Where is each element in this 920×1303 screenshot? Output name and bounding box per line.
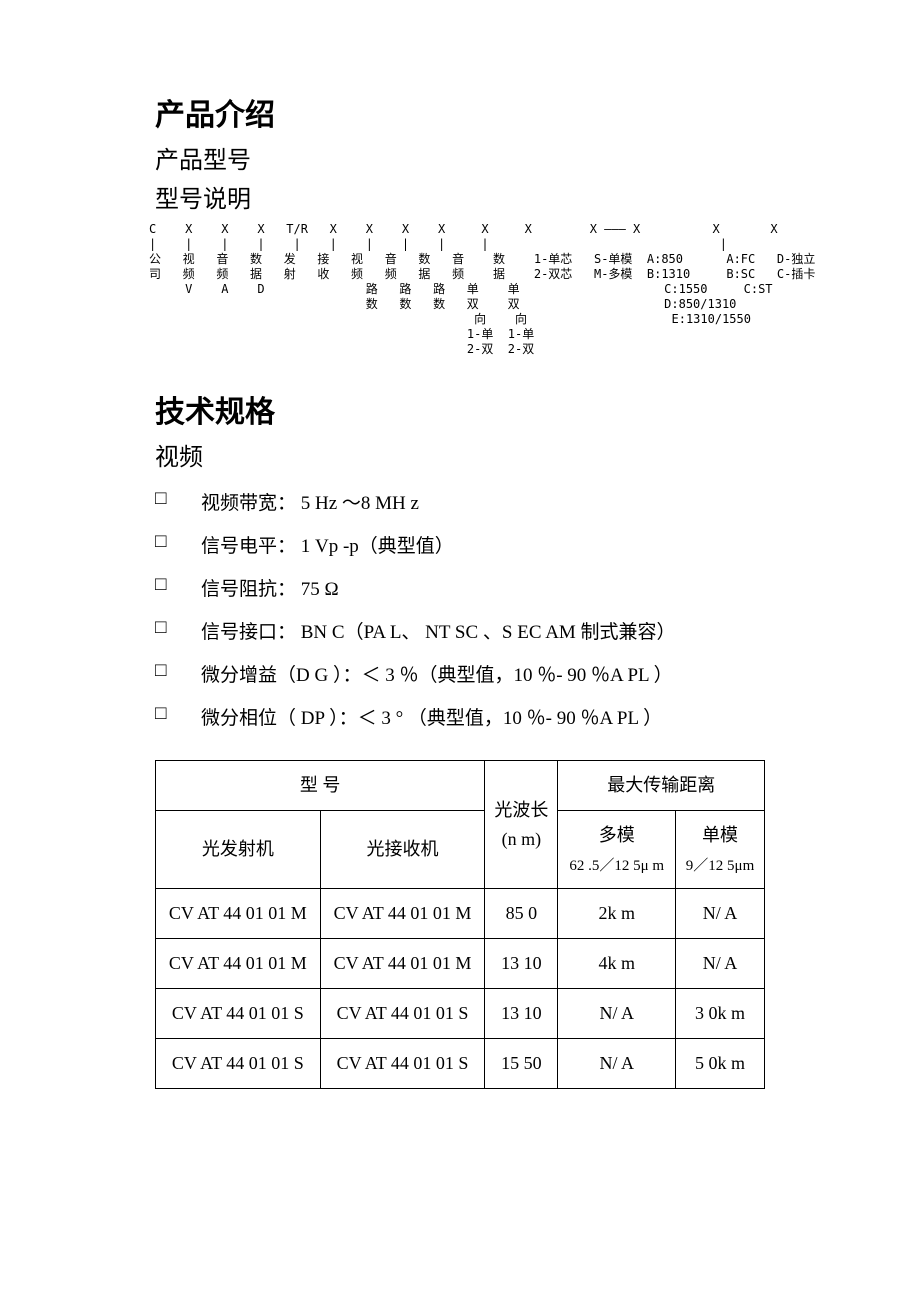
table-cell-mm: N/ A bbox=[558, 1038, 676, 1088]
spec-item: □微分增益（D G ）：＜ 3 ％（典型值，10 ％- 90 ％A PL ） bbox=[155, 660, 765, 687]
table-cell-tx: CV AT 44 01 01 S bbox=[156, 1038, 321, 1088]
spec-marker: □ bbox=[155, 617, 201, 644]
th-multimode: 多模 62 .5／12 5μ m bbox=[558, 810, 676, 889]
th-wavelength: 光波长 (n m) bbox=[485, 761, 558, 889]
spec-item: □视频带宽： 5 Hz ～8 MH z bbox=[155, 488, 765, 515]
th-singlemode: 单模 9／12 5μm bbox=[676, 810, 765, 889]
table-cell-tx: CV AT 44 01 01 M bbox=[156, 889, 321, 939]
spec-marker: □ bbox=[155, 574, 201, 601]
th-singlemode-sub: 9／12 5μm bbox=[686, 858, 754, 874]
th-multimode-label: 多模 bbox=[599, 825, 635, 845]
spec-table: 型 号 光波长 (n m) 最大传输距离 光发射机 光接收机 多模 62 .5／… bbox=[155, 760, 765, 1089]
video-spec-list: □视频带宽： 5 Hz ～8 MH z□信号电平： 1 Vp -p（典型值）□信… bbox=[155, 488, 765, 730]
spec-marker: □ bbox=[155, 531, 201, 558]
table-cell-tx: CV AT 44 01 01 M bbox=[156, 939, 321, 989]
table-cell-wl: 13 10 bbox=[485, 939, 558, 989]
spec-item: □微分相位（ DP ）：＜ 3 ° （典型值，10 ％- 90 ％A PL ） bbox=[155, 703, 765, 730]
th-wavelength-unit: (n m) bbox=[502, 829, 542, 849]
spec-text: 视频带宽： 5 Hz ～8 MH z bbox=[201, 488, 419, 515]
spec-item: □信号电平： 1 Vp -p（典型值） bbox=[155, 531, 765, 558]
th-wavelength-label: 光波长 bbox=[494, 800, 548, 820]
table-cell-wl: 85 0 bbox=[485, 889, 558, 939]
table-cell-mm: 4k m bbox=[558, 939, 676, 989]
th-multimode-sub: 62 .5／12 5μ m bbox=[569, 858, 664, 874]
spec-text: 微分相位（ DP ）：＜ 3 ° （典型值，10 ％- 90 ％A PL ） bbox=[201, 703, 662, 730]
table-cell-mm: N/ A bbox=[558, 988, 676, 1038]
table-cell-rx: CV AT 44 01 01 S bbox=[320, 1038, 485, 1088]
spec-marker: □ bbox=[155, 488, 201, 515]
th-rx: 光接收机 bbox=[320, 810, 485, 889]
table-cell-rx: CV AT 44 01 01 M bbox=[320, 889, 485, 939]
table-cell-sm: 3 0k m bbox=[676, 988, 765, 1038]
spec-text: 信号阻抗： 75 Ω bbox=[201, 574, 339, 601]
table-row: CV AT 44 01 01 SCV AT 44 01 01 S15 50N/ … bbox=[156, 1038, 765, 1088]
spec-marker: □ bbox=[155, 660, 201, 687]
table-cell-sm: 5 0k m bbox=[676, 1038, 765, 1088]
table-cell-mm: 2k m bbox=[558, 889, 676, 939]
heading-intro: 产品介绍 bbox=[155, 90, 765, 134]
heading-video: 视频 bbox=[155, 437, 765, 472]
spec-text: 信号接口： BN C（PA L、 NT SC 、S EC AM 制式兼容） bbox=[201, 617, 676, 644]
table-row: CV AT 44 01 01 MCV AT 44 01 01 M85 02k m… bbox=[156, 889, 765, 939]
th-model: 型 号 bbox=[156, 761, 485, 811]
table-cell-sm: N/ A bbox=[676, 889, 765, 939]
model-diagram: C X X X T/R X X X X X X X ——— X X X | | … bbox=[149, 222, 765, 357]
spec-marker: □ bbox=[155, 703, 201, 730]
table-cell-rx: CV AT 44 01 01 S bbox=[320, 988, 485, 1038]
table-cell-rx: CV AT 44 01 01 M bbox=[320, 939, 485, 989]
table-cell-wl: 13 10 bbox=[485, 988, 558, 1038]
heading-model-no: 产品型号 bbox=[155, 140, 765, 175]
th-singlemode-label: 单模 bbox=[702, 825, 738, 845]
table-row: CV AT 44 01 01 SCV AT 44 01 01 S13 10N/ … bbox=[156, 988, 765, 1038]
heading-model-desc: 型号说明 bbox=[155, 179, 765, 214]
table-cell-wl: 15 50 bbox=[485, 1038, 558, 1088]
spec-text: 信号电平： 1 Vp -p（典型值） bbox=[201, 531, 454, 558]
heading-tech-spec: 技术规格 bbox=[155, 387, 765, 431]
th-distance: 最大传输距离 bbox=[558, 761, 765, 811]
spec-item: □信号接口： BN C（PA L、 NT SC 、S EC AM 制式兼容） bbox=[155, 617, 765, 644]
th-tx: 光发射机 bbox=[156, 810, 321, 889]
spec-item: □信号阻抗： 75 Ω bbox=[155, 574, 765, 601]
table-cell-sm: N/ A bbox=[676, 939, 765, 989]
table-cell-tx: CV AT 44 01 01 S bbox=[156, 988, 321, 1038]
spec-text: 微分增益（D G ）：＜ 3 ％（典型值，10 ％- 90 ％A PL ） bbox=[201, 660, 673, 687]
table-row: CV AT 44 01 01 MCV AT 44 01 01 M13 104k … bbox=[156, 939, 765, 989]
